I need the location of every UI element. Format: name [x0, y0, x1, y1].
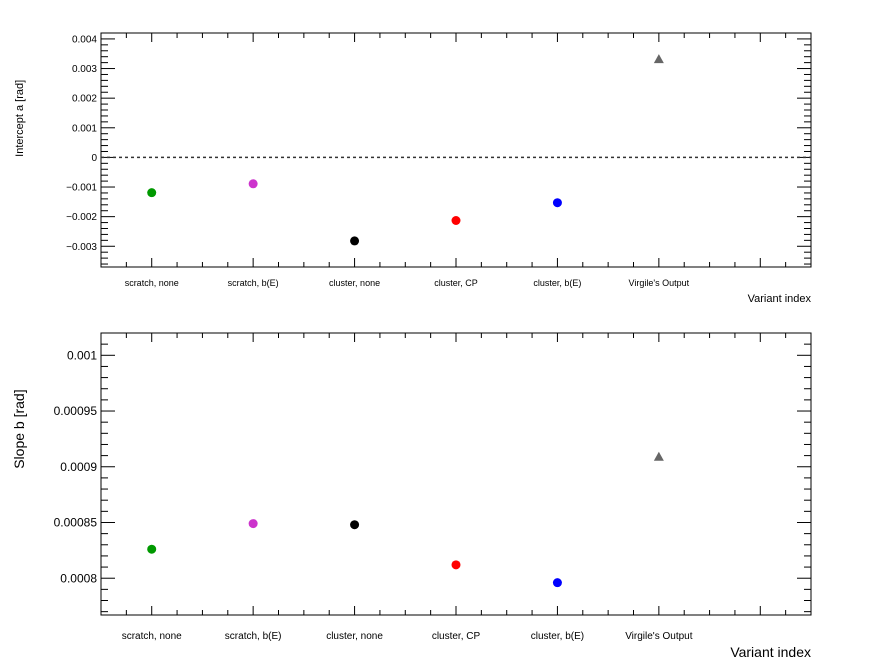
data-point-triangle: [653, 54, 664, 64]
y-tick-label: 0.00085: [54, 516, 98, 530]
data-point: [552, 198, 562, 208]
data-point: [147, 544, 157, 554]
data-point: [552, 578, 562, 588]
y-tick-label: 0.0008: [60, 571, 97, 585]
data-point-triangle: [653, 451, 664, 461]
x-axis-label: Variant index: [730, 644, 811, 660]
y-axis-label: Intercept a [rad]: [14, 80, 26, 157]
y-tick-label: −0.001: [66, 183, 97, 194]
y-tick-label: 0.001: [72, 123, 97, 134]
data-point: [147, 188, 157, 198]
y-tick-label: 0.00095: [54, 404, 98, 418]
data-point: [451, 560, 461, 570]
data-point: [350, 520, 360, 530]
data-point: [350, 236, 360, 246]
category-label: scratch, b(E): [225, 631, 282, 642]
y-tick-label: 0: [91, 153, 97, 164]
category-label: scratch, none: [125, 278, 179, 288]
category-label: cluster, CP: [432, 631, 481, 642]
data-point: [248, 519, 258, 529]
category-label: Virgile's Output: [625, 631, 693, 642]
category-label: cluster, b(E): [531, 631, 584, 642]
category-label: Virgile's Output: [629, 278, 690, 288]
y-axis-label: Slope b [rad]: [11, 389, 27, 468]
category-label: cluster, b(E): [533, 278, 581, 288]
y-tick-label: −0.003: [66, 242, 97, 253]
y-tick-label: 0.004: [72, 34, 97, 45]
category-label: cluster, none: [326, 631, 383, 642]
y-tick-label: 0.003: [72, 64, 97, 75]
plot-frame: [100, 332, 812, 616]
x-axis-label: Variant index: [748, 293, 812, 305]
y-tick-label: 0.002: [72, 94, 97, 105]
slope-panel: 0.001 0.00095 0.0009 0.00085 0.0008 scratch, …: [11, 332, 812, 660]
category-label: cluster, none: [329, 278, 380, 288]
plot-frame: [100, 32, 812, 268]
y-tick-label: 0.001: [67, 348, 97, 362]
category-label: scratch, b(E): [228, 278, 279, 288]
data-point: [248, 179, 258, 189]
y-tick-label: 0.0009: [60, 460, 97, 474]
category-label: scratch, none: [122, 631, 182, 642]
y-tick-label: −0.002: [66, 212, 97, 223]
data-point: [451, 215, 461, 225]
intercept-panel: 0.004 0.003 0.002 0.001 0 −0.001 −0.002 −0.003 s…: [14, 32, 812, 305]
category-label: cluster, CP: [434, 278, 478, 288]
